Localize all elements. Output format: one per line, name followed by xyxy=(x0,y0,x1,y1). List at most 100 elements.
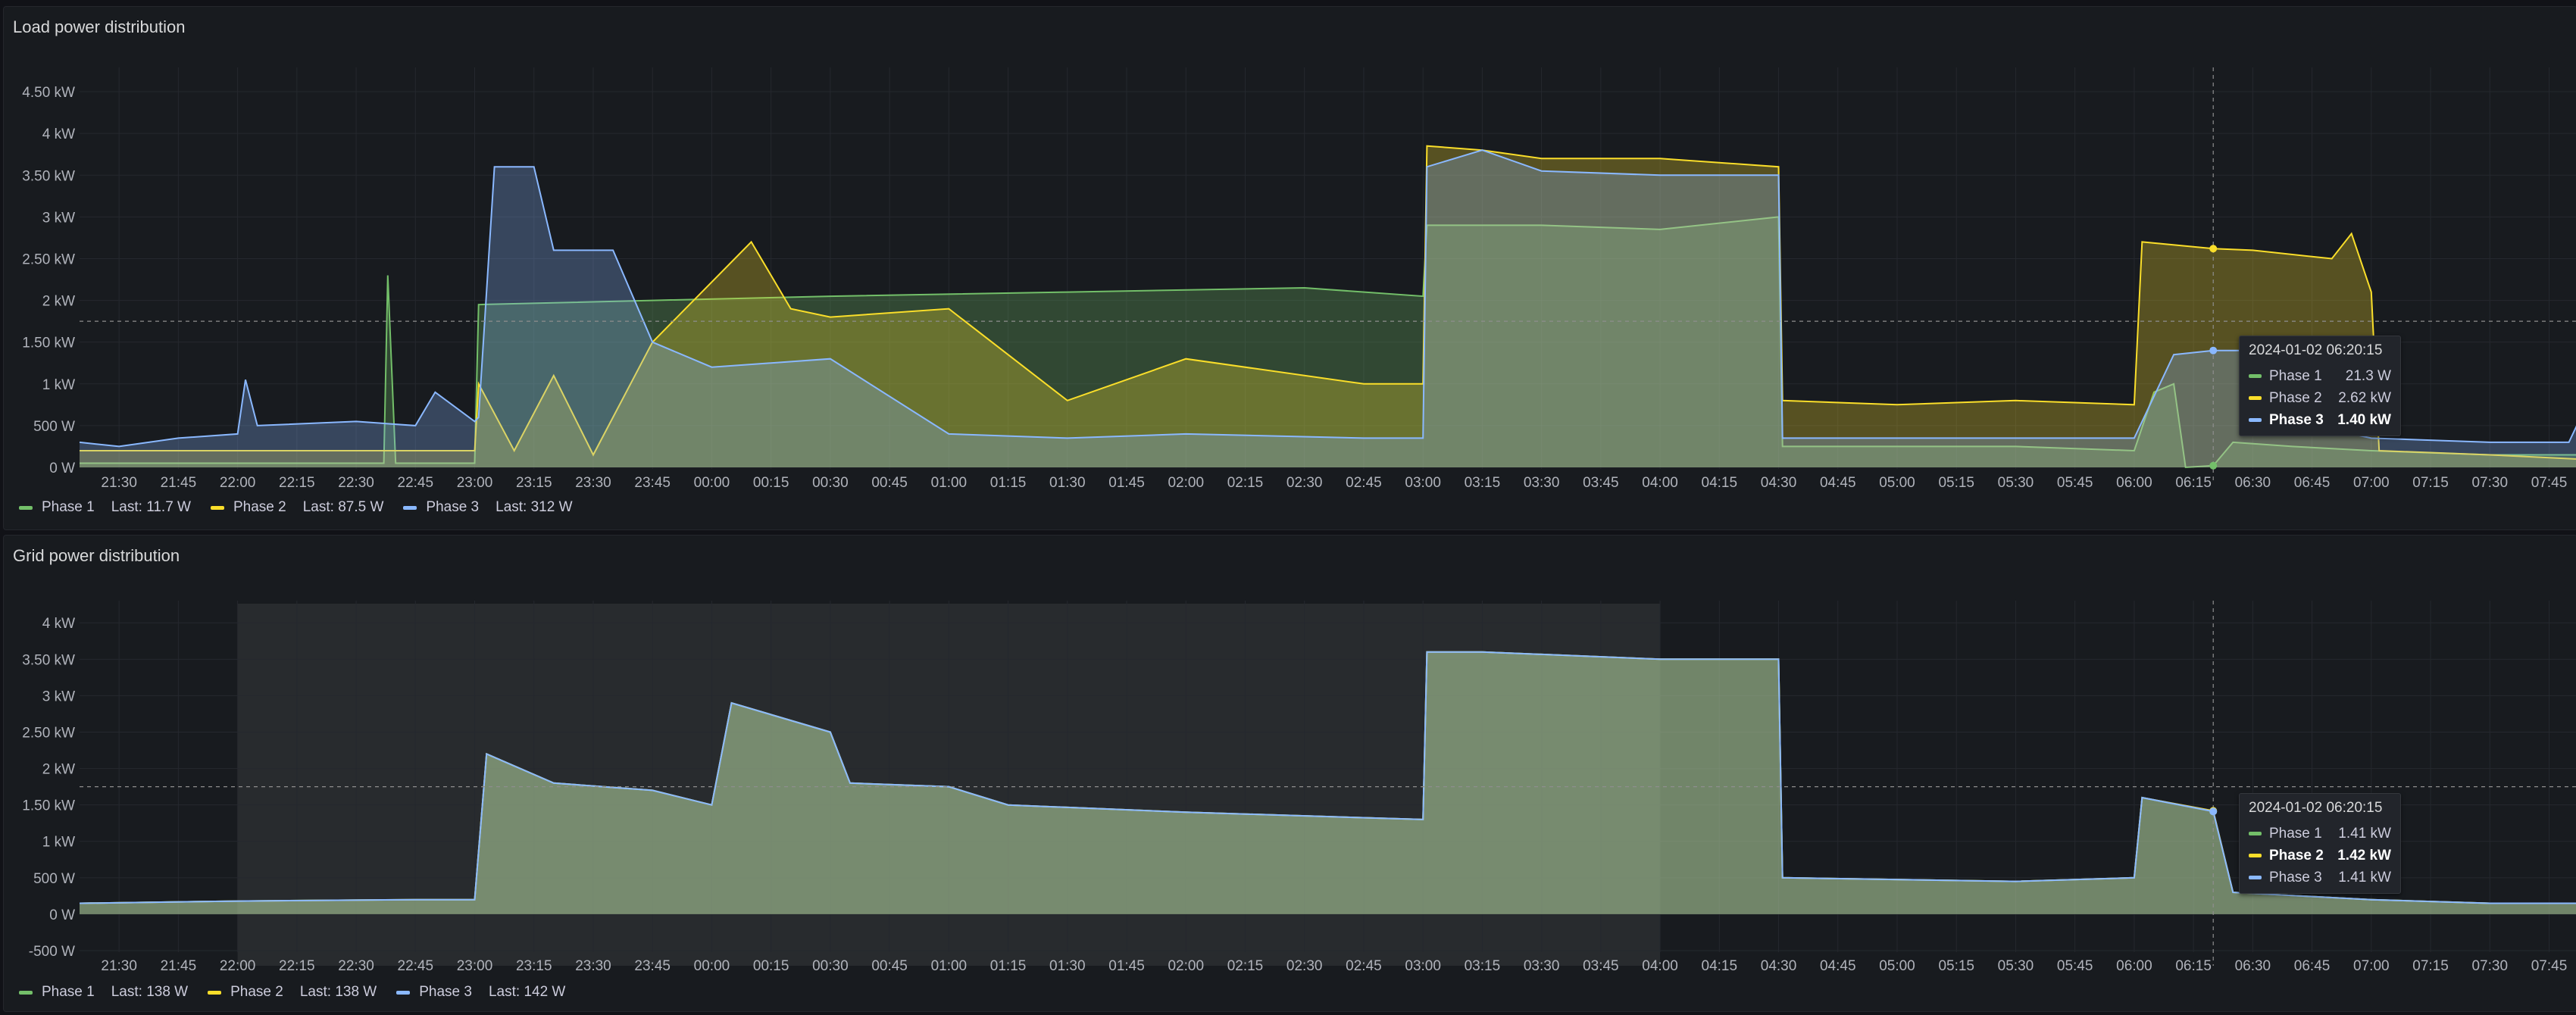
tooltip-series-value: 2.62 kW xyxy=(2338,389,2391,406)
series-area-1 xyxy=(80,217,2576,467)
x-tick-label: 00:30 xyxy=(812,475,849,491)
tooltip-row: Phase 1 21.3 W xyxy=(2249,365,2391,387)
x-tick-label: 05:45 xyxy=(2057,958,2093,974)
legend-swatch xyxy=(19,990,33,995)
series-area-1 xyxy=(80,651,2576,914)
x-tick-label: 22:45 xyxy=(398,958,434,974)
x-tick-label: 23:45 xyxy=(634,475,671,491)
tooltip-series-value: 1.41 kW xyxy=(2338,825,2391,842)
x-tick-label: 00:45 xyxy=(871,475,908,491)
x-tick-label: 02:00 xyxy=(1168,475,1204,491)
x-tick-label: 04:15 xyxy=(1702,475,1738,491)
grid-power-chart[interactable]: -500 W 0 W 500 W 1 kW 1.50 kW 2 kW 2.50 kW 3 kW… xyxy=(4,536,2576,982)
tooltip-swatch xyxy=(2249,876,2262,879)
x-tick-label: 00:15 xyxy=(753,958,789,974)
load-power-chart[interactable]: 0 W 500 W 1 kW 1.50 kW 2 kW 2.50 kW 3 kW 3.50 k… xyxy=(4,7,2576,492)
x-tick-label: 02:45 xyxy=(1346,475,1382,491)
load-power-panel: Load power distribution 0 W 500 W 1 kW 1.50… xyxy=(3,6,2576,530)
legend-item-phase-3[interactable]: Phase 3 Last: 312 W xyxy=(403,499,573,516)
x-tick-label: 03:45 xyxy=(1583,475,1619,491)
x-tick-label: 23:15 xyxy=(516,958,552,974)
legend-item-phase-2[interactable]: Phase 2 Last: 87.5 W xyxy=(211,499,383,516)
legend-item-phase-1[interactable]: Phase 1 Last: 11.7 W xyxy=(19,499,191,516)
x-tick-label: 00:00 xyxy=(694,475,730,491)
y-tick-label: 4 kW xyxy=(42,616,75,632)
x-tick-label: 23:45 xyxy=(634,958,671,974)
x-tick-label: 21:30 xyxy=(101,958,137,974)
legend-last-value: Last: 138 W xyxy=(111,984,189,1000)
x-tick-label: 02:30 xyxy=(1286,958,1323,974)
x-tick-label: 02:30 xyxy=(1286,475,1323,491)
tooltip-series-name: Phase 1 xyxy=(2269,825,2322,842)
x-tick-label: 07:30 xyxy=(2471,475,2508,491)
series-area-2 xyxy=(80,651,2576,914)
x-tick-label: 05:30 xyxy=(1998,958,2034,974)
series-area-3 xyxy=(80,651,2576,914)
x-tick-label: 06:00 xyxy=(2116,958,2152,974)
x-tick-label: 06:45 xyxy=(2294,475,2331,491)
y-tick-label: 1 kW xyxy=(42,377,75,393)
x-tick-label: 22:00 xyxy=(220,958,256,974)
legend-swatch xyxy=(19,505,33,510)
y-tick-label: 0 W xyxy=(49,461,75,476)
y-tick-label: 1 kW xyxy=(42,835,75,851)
legend-last-value: Last: 142 W xyxy=(488,984,566,1000)
x-tick-label: 04:45 xyxy=(1820,475,1856,491)
legend-item-phase-1[interactable]: Phase 1 Last: 138 W xyxy=(19,984,188,1001)
x-tick-label: 04:00 xyxy=(1642,958,1678,974)
x-tick-label: 07:15 xyxy=(2412,475,2449,491)
x-tick-label: 04:00 xyxy=(1642,475,1678,491)
y-tick-label: 3.50 kW xyxy=(22,168,75,184)
x-tick-label: 06:45 xyxy=(2294,958,2331,974)
y-tick-label: 2.50 kW xyxy=(22,725,75,741)
tooltip-swatch xyxy=(2249,418,2262,422)
x-tick-label: 01:15 xyxy=(990,958,1027,974)
panel-title: Grid power distribution xyxy=(13,546,180,565)
x-tick-label: 03:30 xyxy=(1524,475,1560,491)
hover-point xyxy=(2209,807,2218,816)
x-tick-label: 07:45 xyxy=(2531,475,2568,491)
x-tick-label: 23:00 xyxy=(457,958,493,974)
x-tick-label: 06:30 xyxy=(2235,475,2271,491)
hover-point xyxy=(2209,346,2218,354)
x-tick-label: 00:45 xyxy=(871,958,908,974)
x-tick-label: 01:30 xyxy=(1049,958,1086,974)
x-tick-label: 03:30 xyxy=(1524,958,1560,974)
x-tick-label: 06:30 xyxy=(2235,958,2271,974)
x-tick-label: 01:30 xyxy=(1049,475,1086,491)
chart-legend: Phase 1 Last: 11.7 W Phase 2 Last: 87.5 W Ph… xyxy=(19,499,573,516)
y-tick-label: 3 kW xyxy=(42,689,75,704)
x-tick-label: 07:00 xyxy=(2353,475,2390,491)
x-tick-label: 22:15 xyxy=(279,475,315,491)
x-tick-label: 04:30 xyxy=(1761,475,1797,491)
tooltip-swatch xyxy=(2249,854,2262,857)
x-tick-label: 03:15 xyxy=(1465,958,1501,974)
legend-item-phase-2[interactable]: Phase 2 Last: 138 W xyxy=(208,984,377,1001)
tooltip-swatch xyxy=(2249,374,2262,378)
x-tick-label: 22:45 xyxy=(398,475,434,491)
hover-tooltip: 2024-01-02 06:20:15 Phase 1 21.3 W Phase 2 2… xyxy=(2239,336,2401,436)
legend-item-phase-3[interactable]: Phase 3 Last: 142 W xyxy=(396,984,565,1001)
y-tick-label: 2 kW xyxy=(42,294,75,310)
x-tick-label: 21:45 xyxy=(161,475,197,491)
series-area-2 xyxy=(80,145,2576,467)
legend-label: Phase 2 xyxy=(230,984,283,1000)
legend-last-value: Last: 87.5 W xyxy=(302,499,384,515)
x-tick-label: 04:45 xyxy=(1820,958,1856,974)
x-tick-label: 03:00 xyxy=(1405,475,1441,491)
tooltip-series-value: 1.42 kW xyxy=(2337,847,2391,864)
x-tick-label: 07:45 xyxy=(2531,958,2568,974)
x-tick-label: 02:00 xyxy=(1168,958,1204,974)
hover-tooltip: 2024-01-02 06:20:15 Phase 1 1.41 kW Phase 2… xyxy=(2239,793,2401,894)
legend-label: Phase 1 xyxy=(42,499,95,515)
tooltip-row: Phase 2 2.62 kW xyxy=(2249,387,2391,409)
grid-power-panel: Grid power distribution -500 W 0 W 500 W 1 … xyxy=(3,535,2576,1012)
x-tick-label: 01:15 xyxy=(990,475,1027,491)
x-tick-label: 22:00 xyxy=(220,475,256,491)
x-tick-label: 22:15 xyxy=(279,958,315,974)
x-tick-label: 03:45 xyxy=(1583,958,1619,974)
x-tick-label: 05:45 xyxy=(2057,475,2093,491)
x-tick-label: 07:30 xyxy=(2471,958,2508,974)
x-tick-label: 00:30 xyxy=(812,958,849,974)
y-tick-label: 4 kW xyxy=(42,126,75,142)
